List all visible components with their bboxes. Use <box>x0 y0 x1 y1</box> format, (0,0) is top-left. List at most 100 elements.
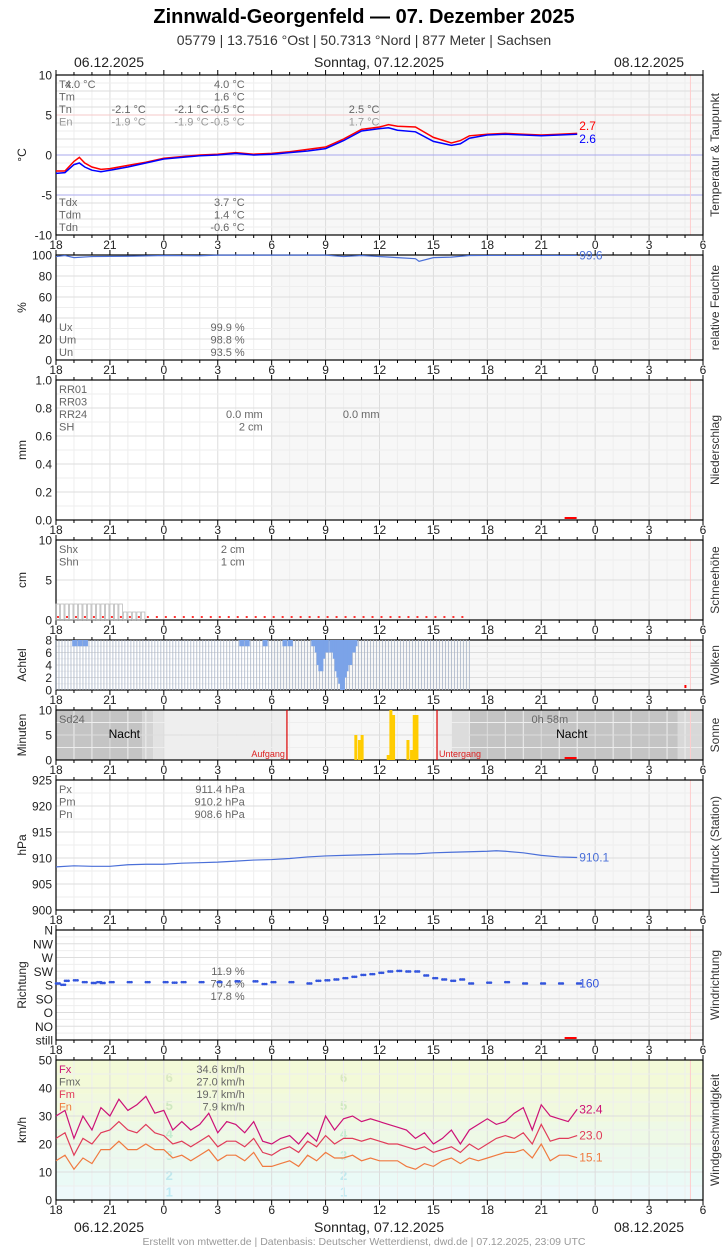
wind-speed-chart: 6543216543216543216543215040302010018210… <box>15 1054 722 1218</box>
svg-text:0: 0 <box>160 238 167 252</box>
svg-text:0: 0 <box>592 913 599 927</box>
svg-text:910: 910 <box>32 852 52 866</box>
svg-text:12: 12 <box>373 363 387 377</box>
svg-text:N: N <box>44 924 53 938</box>
svg-text:15: 15 <box>427 913 441 927</box>
svg-text:18: 18 <box>49 623 63 637</box>
svg-text:15: 15 <box>427 1203 441 1217</box>
svg-text:9: 9 <box>322 693 329 707</box>
svg-text:6: 6 <box>700 693 707 707</box>
svg-text:Aufgang: Aufgang <box>251 749 285 759</box>
page-title: Zinnwald-Georgenfeld — 07. Dezember 2025 <box>153 6 575 28</box>
svg-text:15.1: 15.1 <box>579 1151 603 1165</box>
svg-text:21: 21 <box>103 913 117 927</box>
svg-text:911.4 hPa: 911.4 hPa <box>195 784 245 796</box>
svg-text:21: 21 <box>535 1203 549 1217</box>
svg-text:Ux: Ux <box>59 322 73 334</box>
svg-text:Tdm: Tdm <box>59 210 81 222</box>
svg-text:0h 58m: 0h 58m <box>532 714 569 726</box>
svg-text:18: 18 <box>481 1203 495 1217</box>
svg-text:Sonne: Sonne <box>708 717 722 752</box>
svg-text:2.5 °C: 2.5 °C <box>349 104 380 116</box>
svg-text:Tm: Tm <box>59 92 75 104</box>
svg-text:km/h: km/h <box>15 1117 29 1143</box>
svg-text:6: 6 <box>700 1043 707 1057</box>
svg-text:18: 18 <box>481 693 495 707</box>
date-row-top: 06.12.2025 Sonntag, 07.12.2025 08.12.202… <box>0 54 728 72</box>
svg-text:18: 18 <box>49 1203 63 1217</box>
svg-text:6: 6 <box>700 523 707 537</box>
svg-text:relative Feuchte: relative Feuchte <box>708 264 722 350</box>
svg-text:1: 1 <box>166 1185 173 1200</box>
svg-text:12: 12 <box>373 693 387 707</box>
svg-text:160: 160 <box>579 976 599 990</box>
svg-text:RR01: RR01 <box>59 384 87 396</box>
svg-text:21: 21 <box>535 1043 549 1057</box>
svg-text:O: O <box>44 1006 53 1020</box>
svg-text:Achtel: Achtel <box>15 648 29 681</box>
svg-text:9: 9 <box>322 623 329 637</box>
svg-text:6: 6 <box>45 646 52 660</box>
svg-text:15: 15 <box>427 763 441 777</box>
svg-text:Fn: Fn <box>59 1102 72 1114</box>
svg-text:6: 6 <box>268 623 275 637</box>
svg-text:3: 3 <box>166 1148 173 1163</box>
svg-text:3: 3 <box>214 763 221 777</box>
svg-text:NO: NO <box>35 1020 53 1034</box>
svg-text:0: 0 <box>592 238 599 252</box>
svg-text:12: 12 <box>373 523 387 537</box>
svg-text:0: 0 <box>160 1203 167 1217</box>
svg-text:0: 0 <box>45 1194 52 1208</box>
svg-text:1.4 °C: 1.4 °C <box>214 210 245 222</box>
svg-text:-10: -10 <box>35 229 53 243</box>
svg-text:50: 50 <box>39 1054 53 1068</box>
svg-text:3: 3 <box>646 693 653 707</box>
svg-text:0: 0 <box>160 913 167 927</box>
svg-text:3: 3 <box>214 523 221 537</box>
svg-text:40: 40 <box>39 1082 53 1096</box>
svg-text:18: 18 <box>481 238 495 252</box>
svg-text:0: 0 <box>592 523 599 537</box>
svg-text:S: S <box>45 979 53 993</box>
date-right-bottom: 08.12.2025 <box>614 1219 685 1235</box>
svg-text:9: 9 <box>322 1043 329 1057</box>
svg-text:900: 900 <box>32 904 52 918</box>
svg-text:Px: Px <box>59 784 72 796</box>
svg-text:-0.5 °C: -0.5 °C <box>210 117 244 129</box>
svg-text:0: 0 <box>160 1043 167 1057</box>
date-center: Sonntag, 07.12.2025 <box>314 54 445 70</box>
svg-text:3: 3 <box>214 1043 221 1057</box>
svg-text:18: 18 <box>481 763 495 777</box>
svg-text:3: 3 <box>214 1203 221 1217</box>
svg-text:60: 60 <box>39 291 53 305</box>
svg-text:0.8: 0.8 <box>35 402 52 416</box>
svg-text:1.7 °C: 1.7 °C <box>349 117 380 129</box>
svg-text:2: 2 <box>45 671 52 685</box>
svg-text:18: 18 <box>481 1043 495 1057</box>
svg-text:Fm: Fm <box>59 1089 75 1101</box>
svg-text:6: 6 <box>268 763 275 777</box>
svg-text:4: 4 <box>45 659 52 673</box>
svg-text:0.6: 0.6 <box>35 430 52 444</box>
svg-text:30: 30 <box>39 1110 53 1124</box>
svg-text:15: 15 <box>427 623 441 637</box>
svg-text:NW: NW <box>33 937 54 951</box>
svg-text:40: 40 <box>39 312 53 326</box>
svg-text:20: 20 <box>39 1138 53 1152</box>
svg-text:0: 0 <box>160 693 167 707</box>
svg-text:0.0: 0.0 <box>35 514 52 528</box>
svg-text:1.0: 1.0 <box>35 374 52 388</box>
svg-text:18: 18 <box>481 623 495 637</box>
svg-text:0: 0 <box>160 623 167 637</box>
svg-text:9: 9 <box>322 763 329 777</box>
svg-text:18: 18 <box>49 913 63 927</box>
date-center-bottom: Sonntag, 07.12.2025 <box>314 1219 445 1235</box>
svg-text:Richtung: Richtung <box>15 961 29 1008</box>
date-right: 08.12.2025 <box>614 54 685 70</box>
svg-text:still: still <box>36 1034 53 1048</box>
svg-text:0: 0 <box>592 1203 599 1217</box>
svg-text:18: 18 <box>49 763 63 777</box>
svg-text:3: 3 <box>214 693 221 707</box>
svg-text:2 cm: 2 cm <box>221 544 245 556</box>
svg-text:34.6 km/h: 34.6 km/h <box>196 1064 244 1076</box>
